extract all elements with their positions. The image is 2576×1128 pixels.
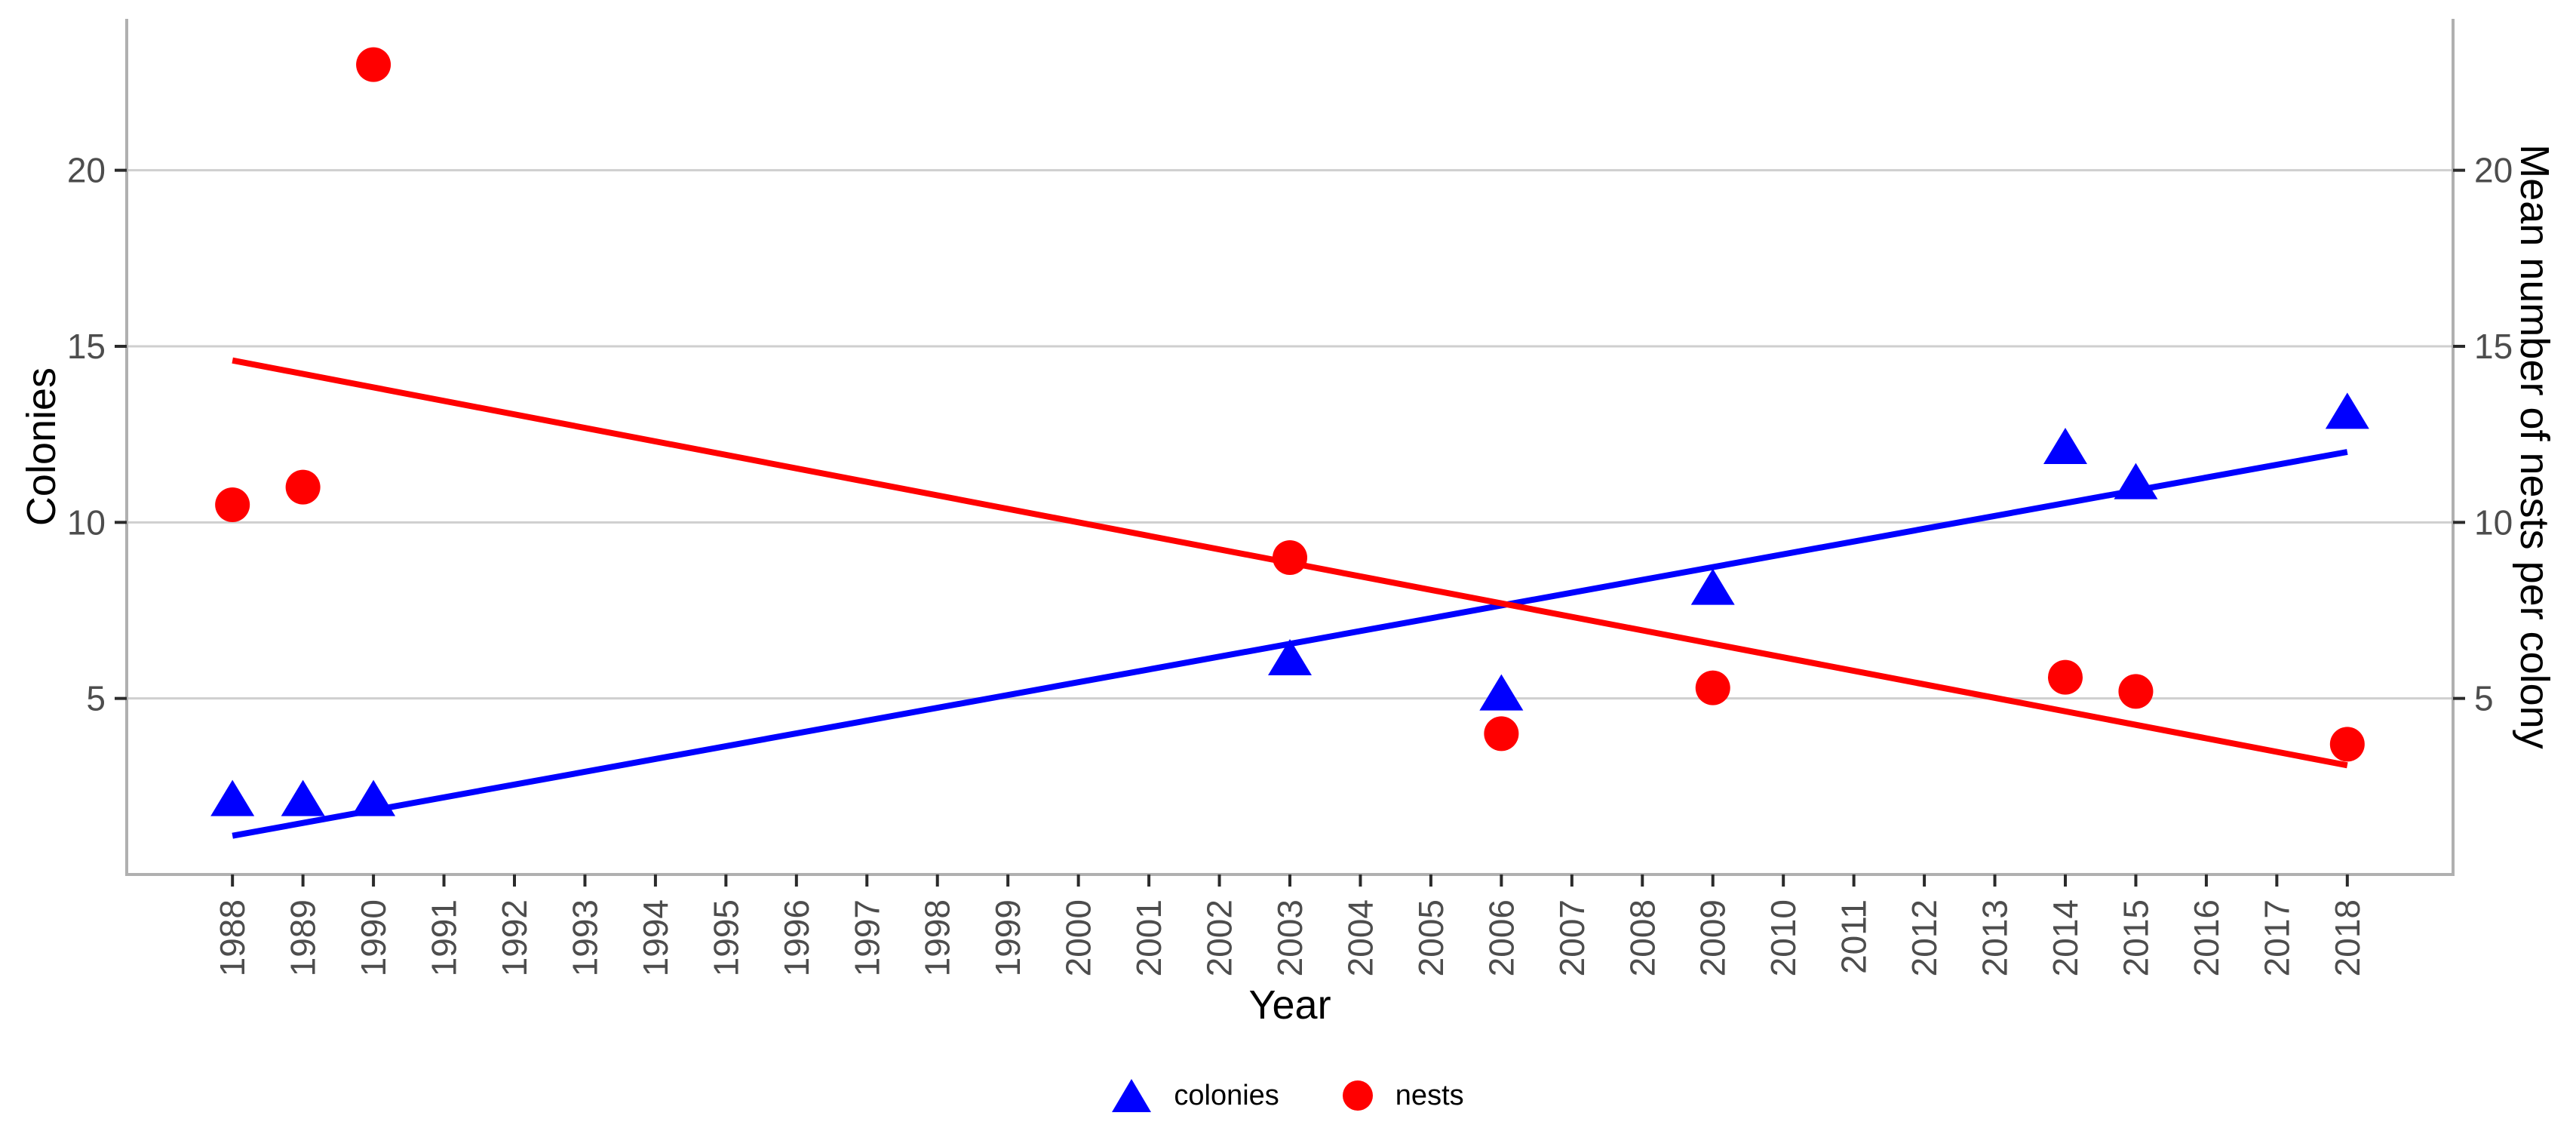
- y-tick-label-left: 5: [86, 679, 106, 718]
- x-tick-label: 1989: [284, 899, 323, 976]
- x-tick-label: 1994: [636, 899, 675, 976]
- x-tick-label: 2015: [2116, 899, 2155, 976]
- data-point-colonies: [281, 779, 325, 816]
- y-tick-label-left: 10: [67, 503, 106, 542]
- data-point-nests: [2048, 659, 2083, 695]
- data-point-colonies: [2114, 463, 2158, 499]
- x-tick-label: 2006: [1481, 899, 1521, 976]
- data-point-nests: [1484, 716, 1519, 751]
- x-tick-label: 2014: [2046, 899, 2085, 976]
- x-tick-label: 1999: [988, 899, 1027, 976]
- y-tick-label-right: 10: [2474, 503, 2513, 542]
- x-tick-label: 2004: [1340, 899, 1380, 976]
- data-point-colonies: [2043, 428, 2087, 464]
- x-tick-label: 2003: [1270, 899, 1309, 976]
- data-point-colonies: [210, 779, 255, 816]
- x-tick-label: 2011: [1835, 899, 1874, 974]
- x-tick-label: 2001: [1129, 899, 1168, 976]
- x-tick-label: 2013: [1976, 899, 2015, 976]
- colonies-triangle-icon: [1112, 1079, 1152, 1112]
- x-tick-label: 1996: [777, 899, 816, 976]
- y-tick-label-left: 15: [67, 327, 106, 366]
- legend-item-nests: nests: [1342, 1079, 1464, 1112]
- legend-label-colonies: colonies: [1174, 1079, 1279, 1111]
- legend: colonies nests: [0, 1065, 2576, 1126]
- data-point-nests: [356, 47, 391, 82]
- x-axis-title: Year: [1248, 982, 1331, 1028]
- x-tick-label: 2016: [2187, 899, 2226, 976]
- data-point-colonies: [2325, 392, 2369, 429]
- y-axis-title-right: Mean number of nests per colony: [2512, 144, 2557, 749]
- x-tick-label: 2017: [2257, 899, 2296, 976]
- data-point-nests: [1273, 540, 1307, 575]
- x-tick-label: 2007: [1552, 899, 1592, 976]
- y-tick-label-right: 5: [2474, 679, 2494, 718]
- legend-label-nests: nests: [1395, 1079, 1464, 1111]
- x-tick-label: 2012: [1905, 899, 1944, 976]
- data-point-nests: [2329, 727, 2365, 762]
- x-tick-label: 2010: [1764, 899, 1803, 976]
- x-tick-label: 1991: [425, 899, 464, 976]
- y-tick-label-left: 20: [67, 151, 106, 190]
- x-tick-label: 1990: [354, 899, 393, 976]
- x-tick-label: 1995: [706, 899, 745, 976]
- x-tick-label: 1992: [495, 899, 534, 976]
- y-tick-label-right: 15: [2474, 327, 2513, 366]
- data-point-colonies: [1268, 639, 1312, 675]
- x-tick-label: 2008: [1623, 899, 1662, 976]
- y-tick-label-right: 20: [2474, 151, 2513, 190]
- x-tick-label: 2009: [1693, 899, 1733, 976]
- data-point-colonies: [352, 779, 396, 816]
- x-tick-label: 1998: [918, 899, 957, 976]
- x-tick-label: 2005: [1411, 899, 1451, 976]
- data-point-colonies: [1690, 568, 1735, 605]
- legend-item-colonies: colonies: [1112, 1079, 1279, 1112]
- x-tick-label: 1997: [847, 899, 886, 976]
- x-tick-label: 1988: [213, 899, 252, 976]
- x-tick-label: 1993: [565, 899, 604, 976]
- data-point-nests: [215, 487, 250, 522]
- data-point-nests: [1695, 670, 1730, 705]
- y-axis-title-left: Colonies: [19, 367, 64, 527]
- x-tick-label: 2018: [2328, 899, 2367, 976]
- data-point-nests: [285, 469, 321, 505]
- nests-circle-icon: [1342, 1080, 1373, 1111]
- x-tick-label: 2002: [1200, 899, 1239, 976]
- x-tick-label: 2000: [1059, 899, 1098, 976]
- data-point-colonies: [1479, 674, 1524, 711]
- data-point-nests: [2118, 674, 2154, 709]
